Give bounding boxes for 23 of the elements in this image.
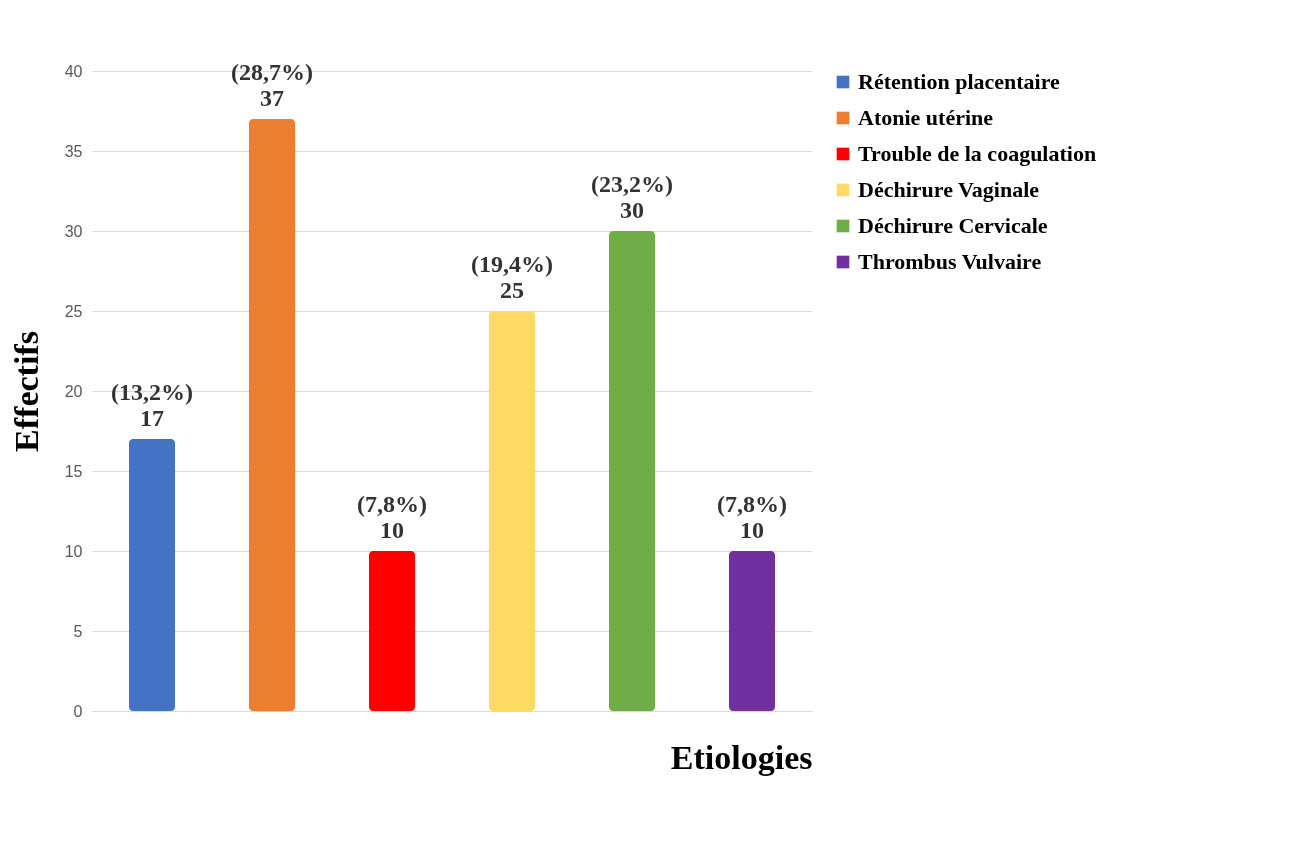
legend-label: Thrombus Vulvaire: [858, 249, 1042, 274]
y-tick-label: 20: [64, 382, 83, 400]
data-label: (23,2%) 30: [591, 171, 673, 223]
legend-label: Atonie utérine: [858, 105, 994, 130]
y-tick-label: 0: [73, 702, 83, 720]
legend-label: Déchirure Cervicale: [858, 213, 1048, 238]
y-tick-label: 25: [64, 302, 83, 320]
y-tick-label: 10: [64, 542, 83, 560]
y-tick-label: 5: [73, 622, 83, 640]
y-tick-label: 40: [64, 62, 83, 80]
data-label: (7,8%) 10: [717, 491, 787, 543]
legend-label: Trouble de la coagulation: [858, 141, 1097, 166]
y-tick-label: 30: [64, 222, 83, 240]
data-label: (19,4%) 25: [471, 251, 553, 303]
y-tick-label: 35: [64, 142, 83, 160]
x-axis-title: Etiologies: [670, 738, 813, 776]
data-label: (7,8%) 10: [357, 491, 427, 543]
legend-label: Déchirure Vaginale: [858, 177, 1040, 202]
y-axis-title: Effectifs: [7, 331, 45, 452]
legend-label: Rétention placentaire: [858, 69, 1061, 94]
data-label: (28,7%) 37: [231, 59, 313, 111]
data-label: (13,2%) 17: [111, 379, 193, 431]
y-tick-label: 15: [64, 462, 83, 480]
